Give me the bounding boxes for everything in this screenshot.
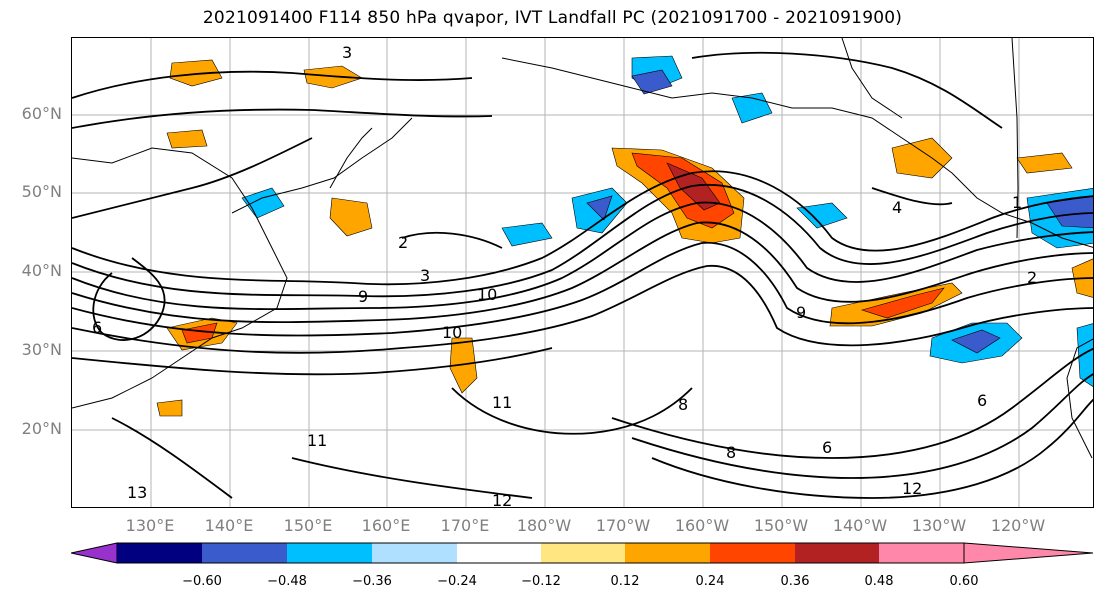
colorbar-tick: 0.12 [610, 574, 640, 589]
lon-label-170w: 170°W [595, 516, 651, 535]
colorbar-segment [117, 543, 202, 563]
colorbar-segment [541, 543, 625, 563]
colorbar-segment [879, 543, 964, 563]
contour-label: 10 [442, 323, 462, 342]
contour-label: 9 [358, 287, 368, 306]
contour-label: 4 [892, 198, 902, 217]
contour-label: 8 [726, 443, 736, 462]
lon-label-160w: 160°W [674, 516, 730, 535]
map-canvas: 3 9 10 10 11 11 12 12 13 9 8 8 6 6 4 2 6… [72, 38, 1093, 508]
contour-label: 12 [902, 479, 922, 498]
lon-label-180w: 180°W [516, 516, 572, 535]
lat-label-20n: 20°N [21, 419, 62, 438]
map-panel: 3 9 10 10 11 11 12 12 13 9 8 8 6 6 4 2 6… [71, 37, 1094, 508]
colorbar-tick: −0.36 [352, 574, 392, 589]
lon-label-150e: 150°E [283, 516, 333, 535]
lon-label-130e: 130°E [125, 516, 175, 535]
colorbar-segment [710, 543, 795, 563]
contour-label: 10 [477, 285, 497, 304]
contour-label: 2 [398, 233, 408, 252]
lon-label-150w: 150°W [753, 516, 809, 535]
lon-label-140e: 140°E [204, 516, 254, 535]
map-title: 2021091400 F114 850 hPa qvapor, IVT Land… [202, 8, 903, 28]
colorbar-tick: 0.48 [864, 574, 894, 589]
contour-label: 8 [678, 395, 688, 414]
ivt-contours [72, 51, 1093, 499]
coastlines [72, 38, 1093, 459]
lon-label-170e: 170°E [440, 516, 490, 535]
lon-label-140w: 140°W [832, 516, 888, 535]
colorbar-segment [625, 543, 710, 563]
colorbar-tick: −0.12 [521, 574, 561, 589]
colorbar-extend-low [71, 542, 118, 564]
colorbar [71, 542, 1094, 564]
contour-label: 6 [92, 318, 102, 337]
lon-label-120w: 120°W [990, 516, 1046, 535]
contour-label: 1 [1012, 193, 1022, 212]
colorbar-tick: 0.24 [695, 574, 725, 589]
colorbar-tick: −0.24 [437, 574, 477, 589]
colorbar-tick: 0.60 [949, 574, 979, 589]
lat-label-50n: 50°N [21, 182, 62, 201]
colorbar-segment [287, 543, 372, 563]
contour-label: 2 [1027, 268, 1037, 287]
colorbar-segment [202, 543, 287, 563]
contour-label: 6 [822, 438, 832, 457]
contour-label: 3 [342, 43, 352, 62]
lat-label-40n: 40°N [21, 261, 62, 280]
contour-label: 11 [307, 431, 327, 450]
contour-label: 12 [492, 491, 512, 508]
contour-label: 6 [977, 391, 987, 410]
colorbar-tick: −0.60 [182, 574, 222, 589]
lon-label-160e: 160°E [361, 516, 411, 535]
colorbar-segment [795, 543, 879, 563]
colorbar-segment [372, 543, 457, 563]
lat-label-30n: 30°N [21, 340, 62, 359]
graticule [72, 38, 1093, 507]
contour-label: 13 [127, 483, 147, 502]
contour-label: 9 [796, 303, 806, 322]
contour-label: 11 [492, 393, 512, 412]
colorbar-extend-high [963, 542, 1094, 564]
lon-label-130w: 130°W [911, 516, 967, 535]
colorbar-tick: −0.48 [267, 574, 307, 589]
contour-labels: 3 9 10 10 11 11 12 12 13 9 8 8 6 6 4 2 6… [92, 43, 1037, 508]
lat-label-60n: 60°N [21, 104, 62, 123]
contour-label: 3 [420, 266, 430, 285]
colorbar-tick: 0.36 [780, 574, 810, 589]
colorbar-segment [457, 543, 541, 563]
